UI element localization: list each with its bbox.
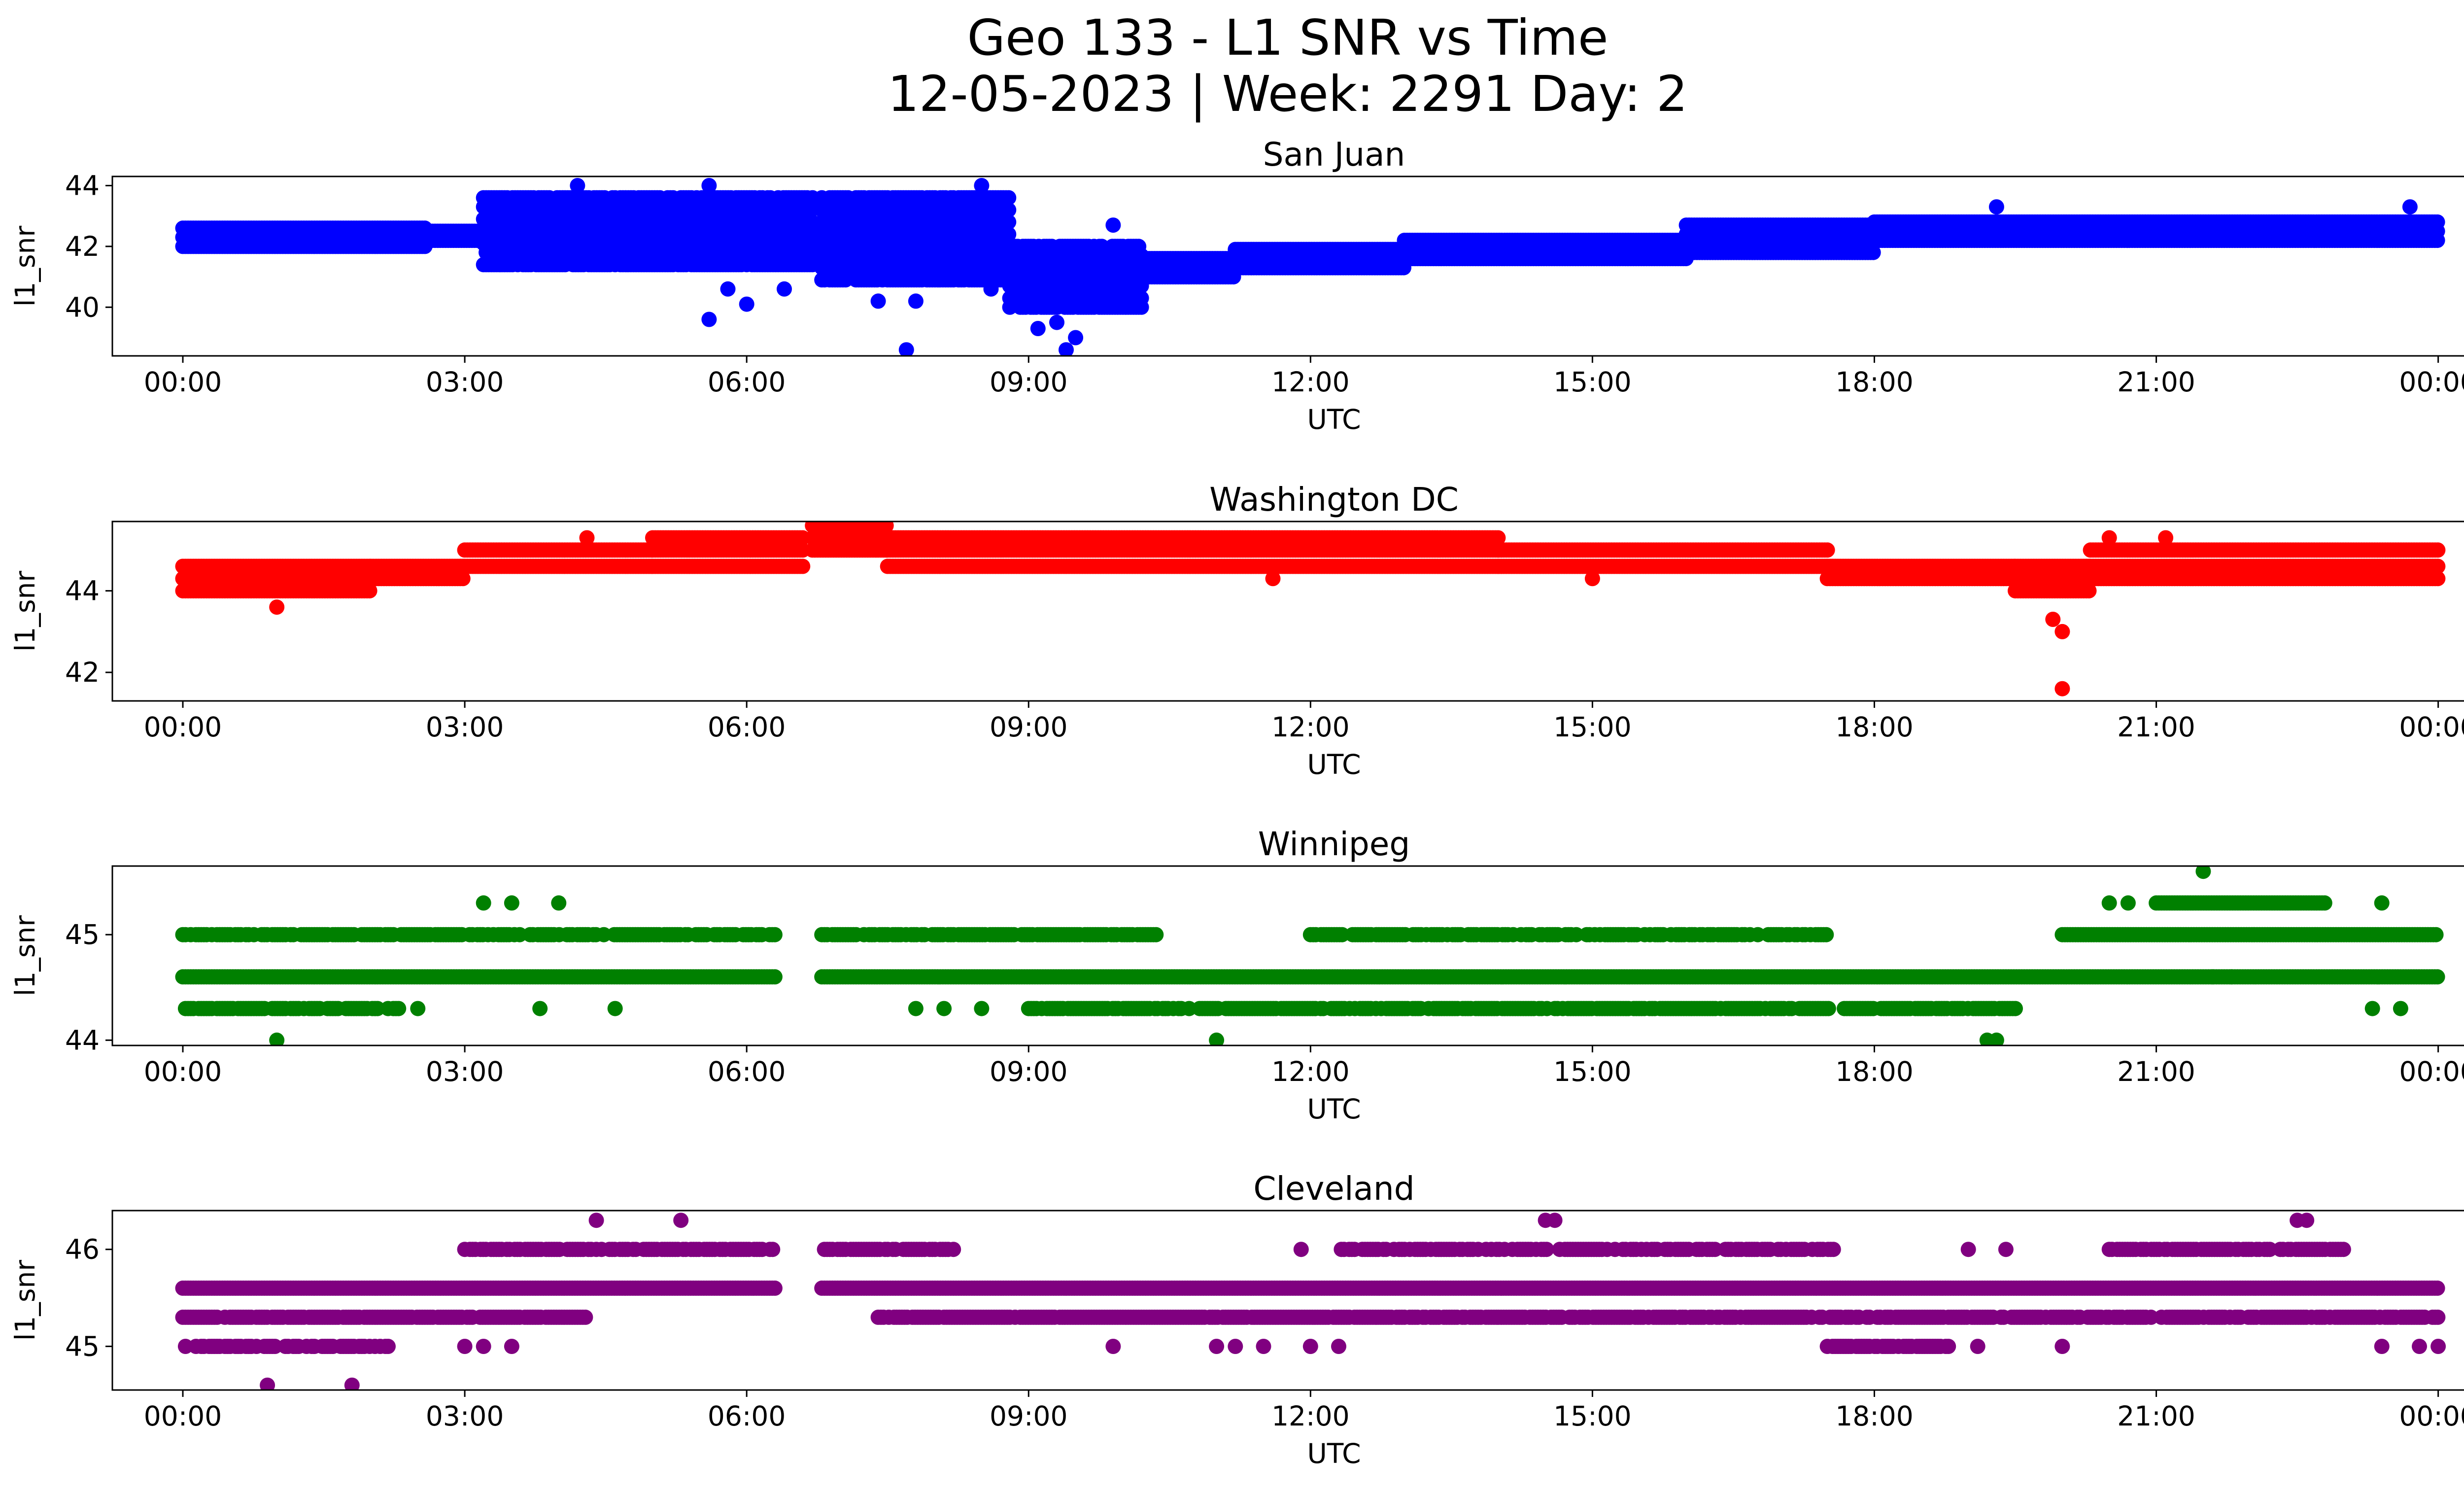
data-point-outlier: [720, 281, 736, 297]
data-point-outlier: [1030, 321, 1046, 336]
data-point-outlier: [1049, 314, 1064, 330]
subplot-title: Washington DC: [1209, 481, 1459, 519]
x-tick-label: 15:00: [1553, 366, 1632, 398]
data-point: [1001, 190, 1017, 206]
data-point: [1001, 214, 1017, 230]
data-point-outlier: [701, 178, 717, 193]
data-point-outlier: [739, 296, 754, 312]
x-tick-label: 18:00: [1835, 366, 1914, 398]
data-point-outlier: [974, 178, 990, 193]
x-tick-label: 21:00: [2117, 366, 2195, 398]
x-tick-label: 00:00: [2399, 366, 2464, 398]
y-tick-label: 44: [65, 170, 100, 202]
x-tick-label: 00:00: [144, 366, 222, 398]
data-point-outlier: [1059, 342, 1074, 356]
data-point-outlier: [777, 281, 792, 297]
axes-frame: [111, 175, 2464, 357]
data-point: [1001, 202, 1017, 218]
data-point: [2430, 214, 2445, 230]
data-point: [571, 211, 586, 227]
data-point-outlier: [983, 281, 999, 297]
x-tick-label: 09:00: [990, 366, 1068, 398]
data-point-outlier: [2402, 199, 2418, 215]
y-tick-label: 42: [65, 231, 100, 262]
data-point: [1133, 290, 1149, 306]
data-point: [795, 558, 811, 574]
x-tick-label: 06:00: [708, 366, 786, 398]
y-tick-label: 40: [65, 291, 100, 323]
data-point-outlier: [870, 293, 886, 309]
data-point-outlier: [1068, 330, 1084, 346]
data-point-outlier: [898, 342, 914, 356]
data-point: [362, 583, 377, 599]
points: [175, 522, 2446, 696]
data-point-outlier: [570, 178, 585, 193]
y-axis-label: l1_snr: [9, 226, 41, 307]
subplot-title: San Juan: [1263, 136, 1405, 174]
data-point: [455, 571, 471, 587]
chart-title: Geo 133 - L1 SNR vs Time: [967, 9, 1608, 67]
x-tick-label: 12:00: [1271, 366, 1350, 398]
chart-subtitle: 12-05-2023 | Week: 2291 Day: 2: [888, 65, 1688, 123]
data-point: [802, 211, 818, 227]
data-point: [838, 272, 854, 288]
x-tick-label: 03:00: [426, 366, 504, 398]
data-point-outlier: [701, 312, 717, 327]
points: [175, 178, 2445, 356]
data-point: [1001, 226, 1017, 242]
data-point-outlier: [908, 293, 924, 309]
subplot-san-juan: San Juan 00:00 03:00 06:00 09:00 12:00 15:00 18…: [9, 136, 2464, 435]
data-point-outlier: [1988, 199, 2004, 215]
x-axis-label: UTC: [1307, 404, 1361, 435]
data-point-outlier: [1105, 217, 1121, 233]
